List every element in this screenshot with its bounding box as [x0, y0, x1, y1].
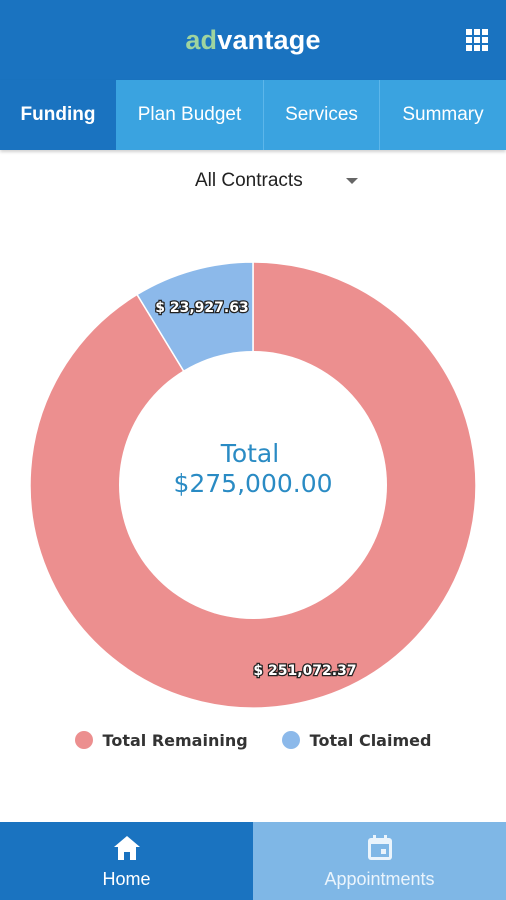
donut-hole	[119, 351, 387, 619]
slice-value-label: $ 251,072.37	[253, 663, 356, 679]
funding-donut-chart: Total $275,000.00 $ 251,072.37 $ 23,927.6…	[29, 261, 477, 709]
legend-label-claimed: Total Claimed	[309, 730, 432, 750]
slice-value-label: $ 23,927.63	[155, 300, 248, 316]
calendar-icon	[367, 834, 392, 860]
home-icon	[113, 835, 140, 860]
logo-prefix: ad	[185, 24, 218, 55]
tab-plan-budget[interactable]: Plan Budget	[116, 80, 264, 150]
chart-center-label: Total	[220, 439, 279, 468]
legend-item-claimed[interactable]: Total Claimed	[281, 730, 432, 750]
tab-summary[interactable]: Summary	[402, 104, 484, 125]
tab-bar: Funding Plan Budget Services Summary	[0, 80, 506, 150]
app-header: advantage	[0, 0, 506, 80]
contracts-dropdown-label: All Contracts	[195, 170, 303, 191]
tab-funding[interactable]: Funding	[0, 80, 116, 150]
contracts-dropdown[interactable]: All Contracts	[195, 166, 303, 196]
chevron-down-icon[interactable]	[346, 178, 358, 184]
legend-dot-remaining	[74, 731, 93, 749]
logo-suffix: vantage	[217, 24, 321, 55]
chart-legend: Total Remaining Total Claimed	[0, 725, 506, 755]
app-logo: advantage	[185, 25, 320, 56]
grid-icon[interactable]	[466, 29, 488, 51]
chart-center-value: $275,000.00	[173, 469, 332, 498]
legend-item-remaining[interactable]: Total Remaining	[74, 730, 248, 750]
tab-services[interactable]: Services	[264, 80, 380, 150]
nav-appointments-label: Appointments	[324, 868, 435, 889]
nav-home[interactable]: Home	[0, 822, 253, 900]
nav-home-label: Home	[102, 868, 151, 889]
bottom-nav: Home Appointments	[0, 822, 506, 900]
legend-label-remaining: Total Remaining	[102, 730, 248, 750]
legend-dot-claimed	[281, 731, 300, 749]
nav-appointments[interactable]: Appointments	[253, 822, 506, 900]
